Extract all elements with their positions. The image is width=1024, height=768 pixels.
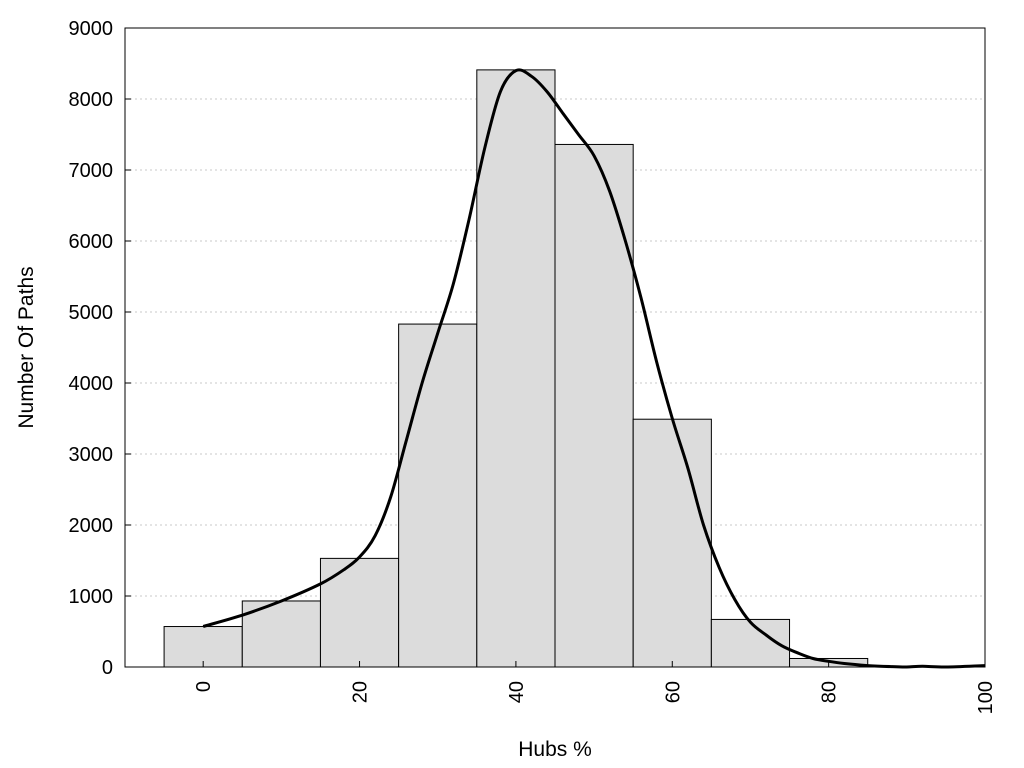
x-axis-ticks: 0 20 40 60 80 100 — [193, 661, 997, 714]
histogram-bar — [476, 69, 556, 668]
histogram-bar — [319, 557, 400, 668]
y-tick-label: 7000 — [69, 160, 114, 182]
y-axis-ticks: 0 1000 2000 3000 4000 5000 6000 7000 8000 9000 — [69, 18, 131, 679]
y-tick-label: 1000 — [69, 586, 114, 608]
y-tick-label: 9000 — [69, 18, 114, 40]
y-tick-label: 6000 — [69, 231, 114, 253]
plot-frame — [124, 27, 986, 668]
y-tick-label: 0 — [102, 657, 113, 679]
y-tick-label: 8000 — [69, 89, 114, 111]
y-tick-label: 5000 — [69, 302, 114, 324]
y-tick-label: 4000 — [69, 373, 114, 395]
y-axis-title: Number Of Paths — [15, 266, 38, 428]
histogram-bar — [398, 323, 478, 668]
x-tick-label: 20 — [350, 681, 372, 703]
x-tick-label: 40 — [506, 681, 528, 703]
y-tick-label: 3000 — [69, 444, 114, 466]
x-axis-title: Hubs % — [518, 738, 592, 761]
x-tick-label: 0 — [193, 681, 215, 692]
y-tick-label: 2000 — [69, 515, 114, 537]
histogram-bars — [163, 69, 869, 668]
histogram-bar — [632, 418, 712, 668]
x-tick-label: 80 — [819, 681, 841, 703]
histogram-bar — [163, 626, 243, 668]
x-tick-label: 60 — [662, 681, 684, 703]
x-tick-label: 100 — [975, 681, 997, 714]
